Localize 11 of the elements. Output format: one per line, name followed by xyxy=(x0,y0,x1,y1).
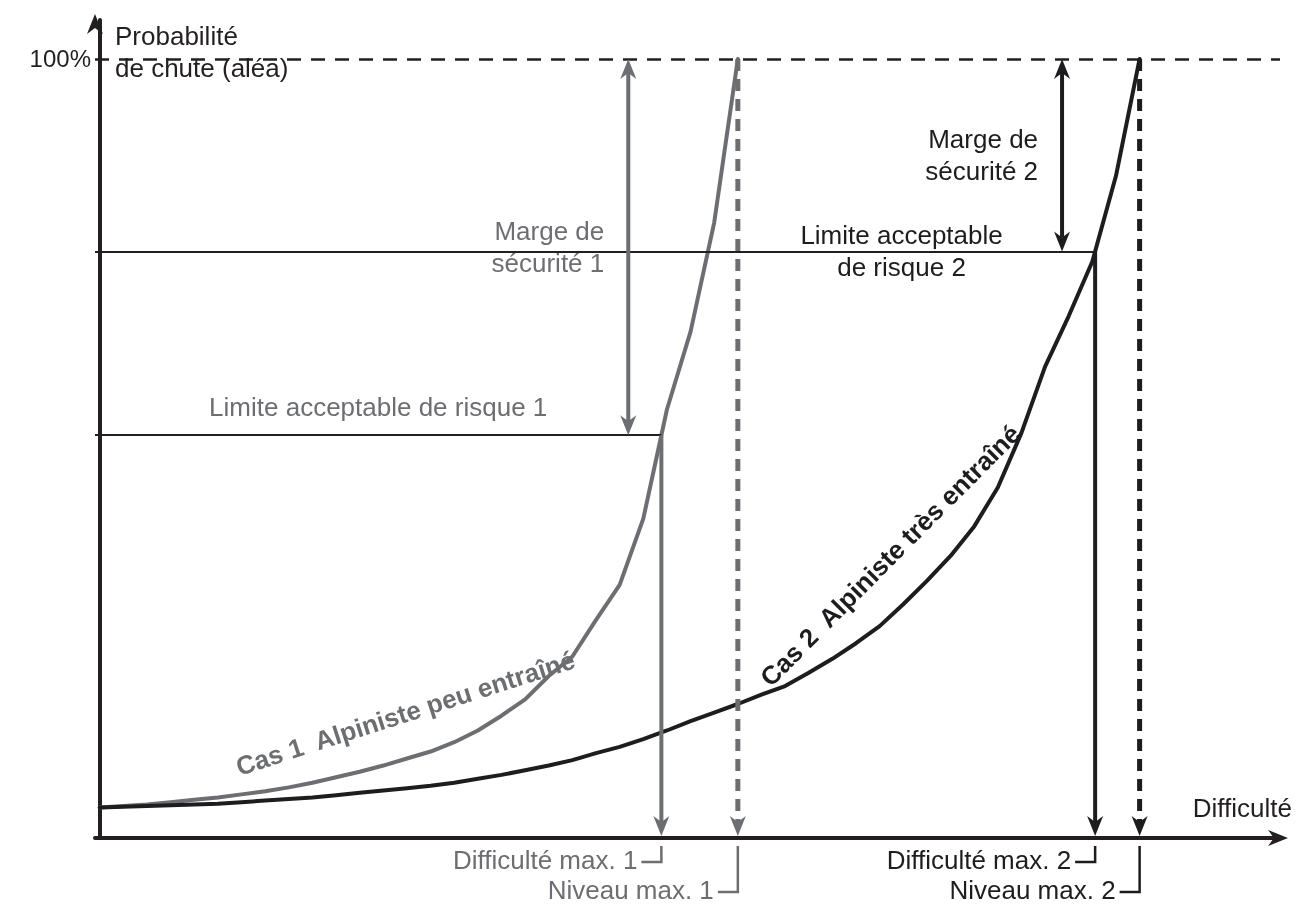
text: Niveau max. 1 xyxy=(547,875,714,905)
ref-line-label: Limite acceptable de risque 1 xyxy=(209,392,548,423)
annotation: Marge de sécurité 1 xyxy=(491,216,605,279)
ref-line-label: 100% xyxy=(29,45,91,73)
annotation: Marge de sécurité 2 xyxy=(925,124,1039,187)
text: Difficulté max. 1 xyxy=(452,845,638,875)
text: Difficulté max. 2 xyxy=(886,845,1072,875)
ref-line-label: Limite acceptable de risque 2 xyxy=(800,220,1003,283)
x-axis-title: Difficulté xyxy=(1192,793,1292,823)
y-axis-title: Probabilité de chute (aléa) xyxy=(115,21,289,83)
text: Niveau max. 2 xyxy=(949,875,1116,905)
